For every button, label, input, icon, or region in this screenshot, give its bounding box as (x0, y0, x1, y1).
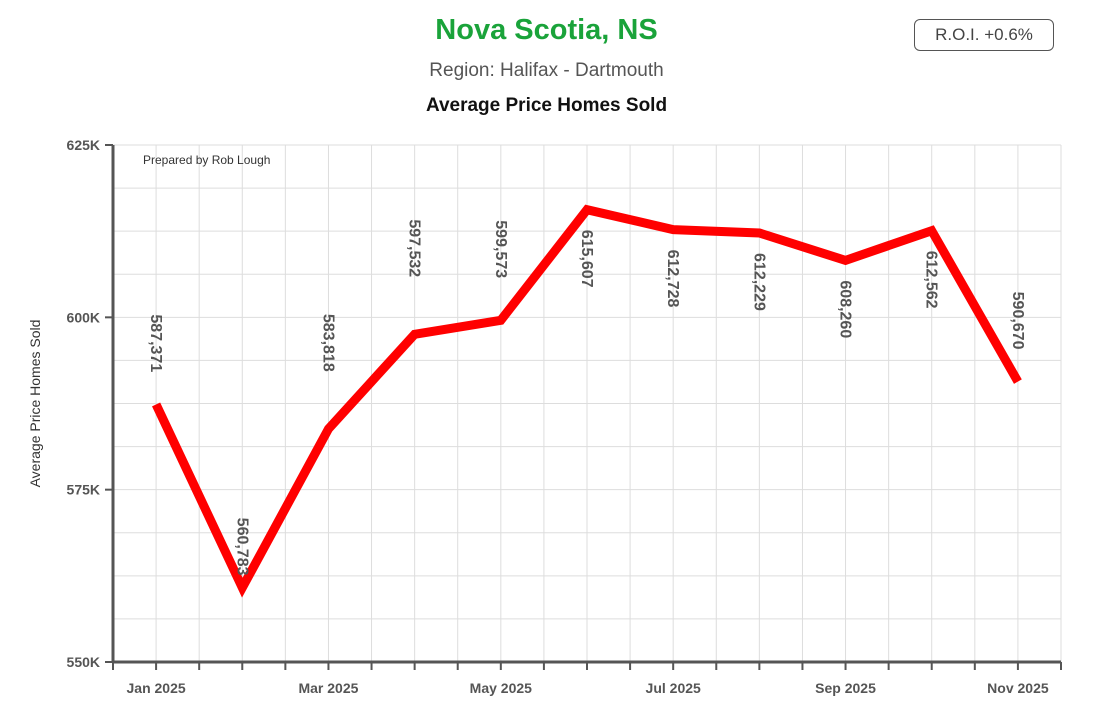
page-title: Nova Scotia, NS (435, 14, 658, 46)
y-tick-label: 575K (67, 482, 100, 498)
x-tick-label: Nov 2025 (987, 680, 1049, 696)
y-tick-label: 625K (67, 137, 100, 153)
x-tick-label: Jul 2025 (646, 680, 701, 696)
data-label: 612,229 (750, 253, 767, 311)
x-tick-label: Jan 2025 (127, 680, 186, 696)
region-subtitle: Region: Halifax - Dartmouth (429, 60, 664, 81)
data-label: 612,562 (923, 251, 940, 309)
x-tick-label: Sep 2025 (815, 680, 876, 696)
data-label: 587,371 (147, 314, 164, 372)
y-tick-label: 600K (67, 309, 100, 325)
y-axis-label: Average Price Homes Sold (27, 320, 43, 488)
x-tick-label: Mar 2025 (298, 680, 358, 696)
data-label: 608,260 (837, 280, 854, 338)
data-label: 560,783 (233, 518, 250, 576)
data-label: 590,670 (1009, 292, 1026, 350)
x-tick-label: May 2025 (470, 680, 532, 696)
data-label: 615,607 (578, 230, 595, 288)
chart-title: Average Price Homes Sold (425, 95, 668, 116)
y-tick-label: 550K (67, 654, 100, 670)
data-label: 599,573 (492, 220, 509, 278)
data-label: 612,728 (664, 250, 681, 308)
chart-credit: Prepared by Rob Lough (143, 153, 270, 167)
data-label: 583,818 (319, 314, 336, 372)
data-label: 597,532 (406, 219, 423, 277)
roi-badge: R.O.I. +0.6% (914, 19, 1054, 51)
